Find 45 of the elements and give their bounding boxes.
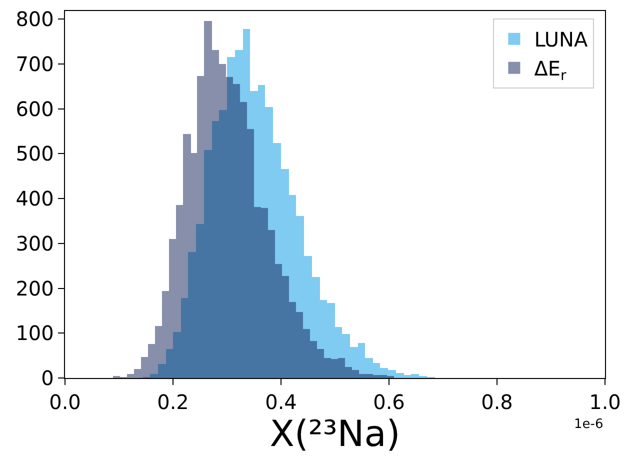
bar (212, 50, 219, 378)
y-tick-label: 400 (16, 186, 54, 211)
x-tick-label: 0.8 (481, 390, 513, 414)
bar (296, 312, 303, 378)
bar (261, 208, 268, 378)
bar (254, 207, 261, 378)
bar (317, 349, 324, 378)
x-tick-label: 0.2 (157, 390, 189, 414)
bar (373, 375, 380, 378)
bar (247, 129, 254, 378)
bar (282, 276, 289, 378)
text: 1e-6 (574, 417, 604, 432)
bar (352, 370, 359, 378)
bar (204, 21, 212, 378)
y-tick-label: 300 (16, 231, 54, 256)
bar (345, 367, 352, 378)
y-tick-label: 500 (16, 142, 54, 166)
bar (310, 341, 317, 378)
x-axis-title: X(²³Na) (270, 414, 400, 456)
x-tick-label: 0.0 (49, 390, 81, 414)
bar (275, 264, 282, 378)
y-tick-label: 600 (16, 96, 54, 121)
y-tick-label: 100 (16, 321, 54, 346)
bar (303, 329, 310, 378)
bar (289, 302, 296, 378)
bar (366, 374, 373, 378)
bar (233, 84, 240, 378)
bar (338, 358, 345, 378)
bar (324, 358, 331, 378)
bar (219, 64, 226, 378)
legend-label: ΔE$_{r}$ (534, 56, 567, 84)
y-tick-label: 800 (16, 7, 54, 32)
x-tick-label: 1.0 (589, 390, 621, 414)
y-tick-label: 200 (16, 276, 54, 300)
y-tick-label: 0 (41, 366, 54, 390)
bar (268, 230, 275, 378)
bar (331, 359, 338, 378)
y-tick-label: 700 (16, 52, 54, 76)
bar (359, 374, 366, 378)
x-tick-label: 0.4 (265, 390, 297, 414)
bar (380, 375, 387, 378)
bar (226, 77, 233, 378)
bar (240, 102, 247, 378)
x-tick-label: 0.6 (373, 390, 405, 414)
legend-label: LUNA (534, 28, 588, 52)
